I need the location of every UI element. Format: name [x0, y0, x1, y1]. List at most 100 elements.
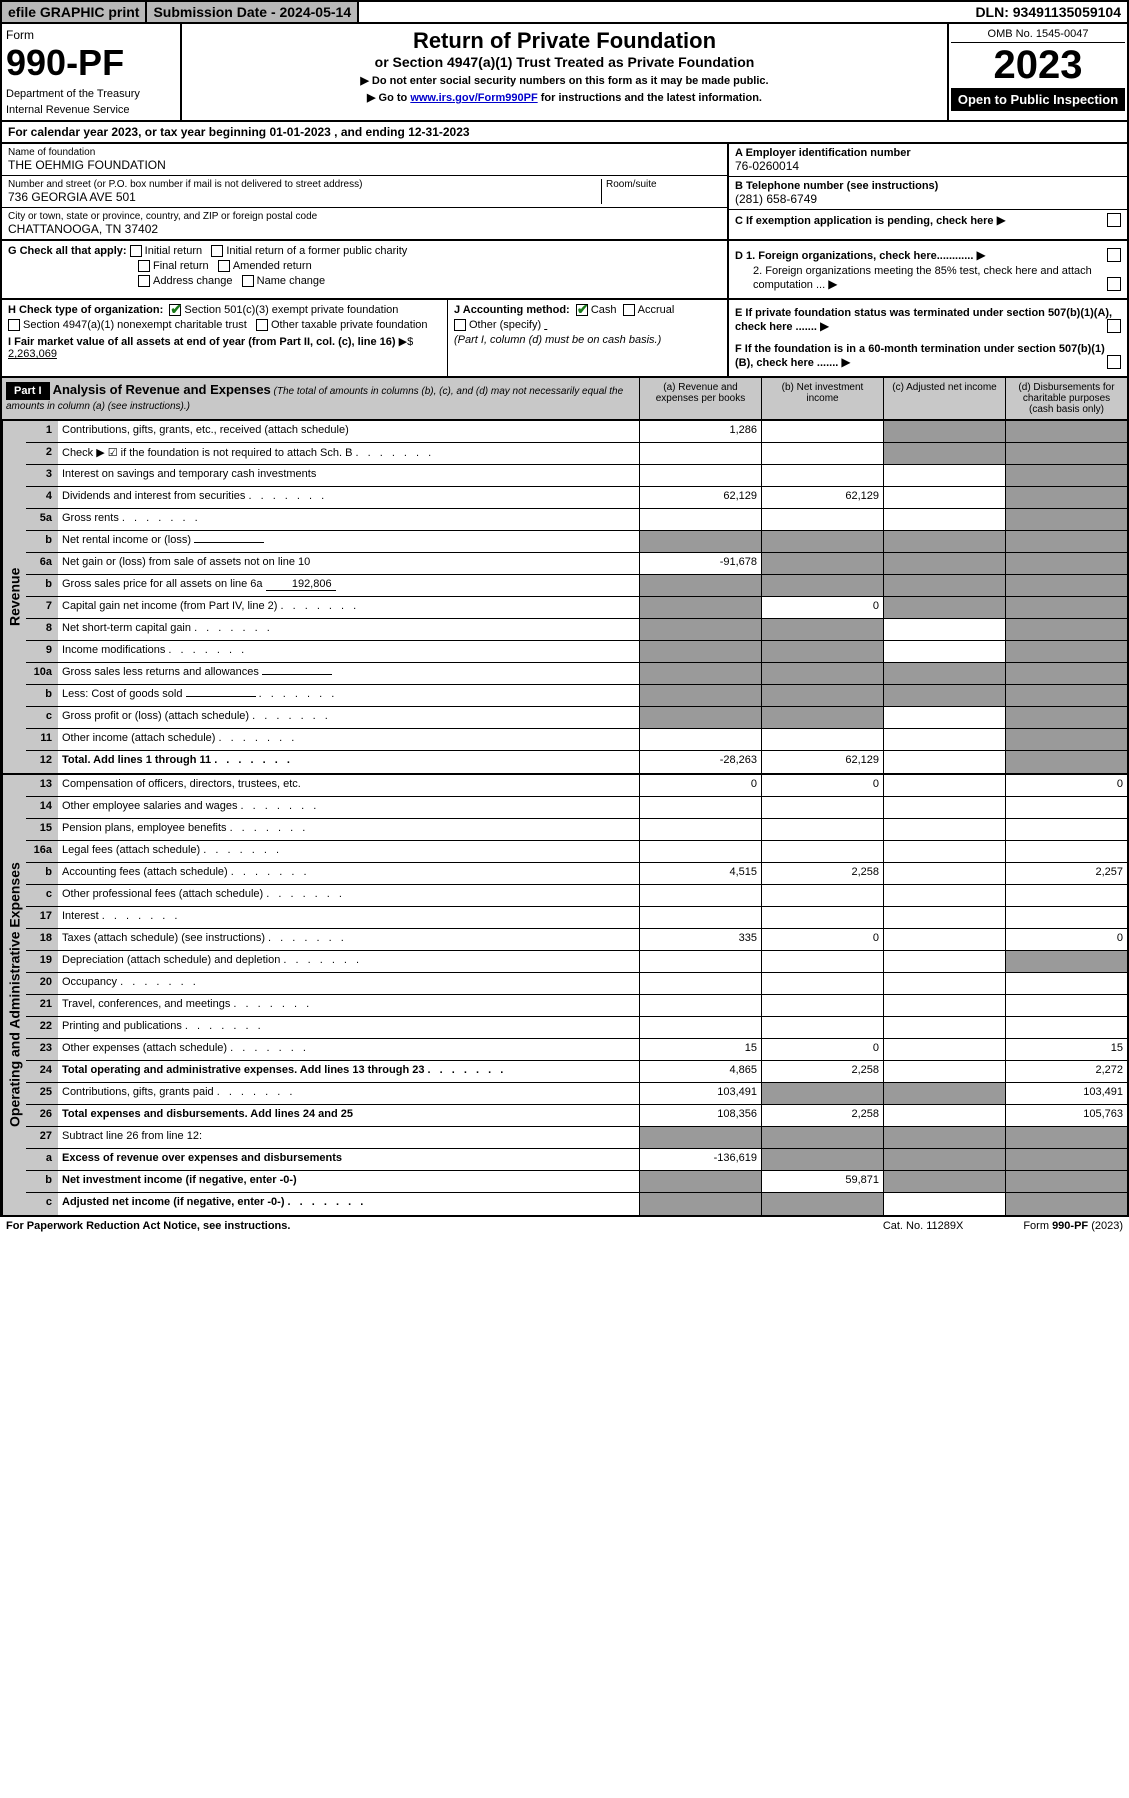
table-row: 17Interest . . . . . . . [26, 907, 1127, 929]
table-row: 26Total expenses and disbursements. Add … [26, 1105, 1127, 1127]
table-row: 8Net short-term capital gain . . . . . .… [26, 619, 1127, 641]
table-row: bAccounting fees (attach schedule) . . .… [26, 863, 1127, 885]
form-header: Form 990-PF Department of the Treasury I… [0, 24, 1129, 122]
d2-label: 2. Foreign organizations meeting the 85%… [753, 265, 1092, 291]
address: 736 GEORGIA AVE 501 [8, 190, 601, 204]
i-label: I Fair market value of all assets at end… [8, 336, 396, 348]
submission-date: Submission Date - 2024-05-14 [147, 2, 359, 22]
table-row: 6aNet gain or (loss) from sale of assets… [26, 553, 1127, 575]
tax-year: 2023 [951, 43, 1125, 88]
table-row: 7Capital gain net income (from Part IV, … [26, 597, 1127, 619]
top-bar: efile GRAPHIC print Submission Date - 20… [0, 0, 1129, 24]
foot-left: For Paperwork Reduction Act Notice, see … [6, 1220, 290, 1232]
chk-accrual[interactable] [623, 304, 635, 316]
form-number-block: Form 990-PF Department of the Treasury I… [2, 24, 182, 120]
name-label: Name of foundation [8, 147, 721, 158]
phone: (281) 658-6749 [735, 192, 1121, 206]
h-label: H Check type of organization: [8, 304, 163, 316]
calendar-year: For calendar year 2023, or tax year begi… [0, 122, 1129, 144]
main-title: Return of Private Foundation [186, 28, 943, 54]
table-row: 4Dividends and interest from securities … [26, 487, 1127, 509]
table-row: 23Other expenses (attach schedule) . . .… [26, 1039, 1127, 1061]
col-c-hdr: (c) Adjusted net income [883, 378, 1005, 419]
g-label: G Check all that apply: [8, 245, 127, 257]
efile-label: efile GRAPHIC print [2, 2, 147, 22]
d1-checkbox[interactable] [1107, 248, 1121, 262]
table-row: 3Interest on savings and temporary cash … [26, 465, 1127, 487]
d1-label: D 1. Foreign organizations, check here..… [735, 250, 973, 262]
expenses-side-label: Operating and Administrative Expenses [2, 775, 26, 1215]
table-row: 15Pension plans, employee benefits . . .… [26, 819, 1127, 841]
e-label: E If private foundation status was termi… [735, 307, 1112, 333]
table-row: 21Travel, conferences, and meetings . . … [26, 995, 1127, 1017]
omb: OMB No. 1545-0047 [951, 26, 1125, 43]
chk-amended[interactable] [218, 260, 230, 272]
foot-right: Form 990-PF (2023) [1023, 1220, 1123, 1232]
chk-initial[interactable] [130, 245, 142, 257]
checks-row: G Check all that apply: Initial return I… [0, 241, 1129, 300]
chk-initial-public[interactable] [211, 245, 223, 257]
phone-label: B Telephone number (see instructions) [735, 180, 1121, 192]
table-row: 20Occupancy . . . . . . . [26, 973, 1127, 995]
part1-header: Part I Analysis of Revenue and Expenses … [0, 378, 1129, 421]
c-label: C If exemption application is pending, c… [735, 215, 994, 227]
chk-other-tax[interactable] [256, 319, 268, 331]
irs: Internal Revenue Service [6, 104, 176, 116]
part1-badge: Part I [6, 382, 50, 400]
form-link[interactable]: www.irs.gov/Form990PF [410, 92, 537, 104]
foundation-name: THE OEHMIG FOUNDATION [8, 158, 721, 172]
table-row: 25Contributions, gifts, grants paid . . … [26, 1083, 1127, 1105]
table-row: 24Total operating and administrative exp… [26, 1061, 1127, 1083]
part1-title: Analysis of Revenue and Expenses [53, 382, 271, 397]
table-row: 2Check ▶ ☑ if the foundation is not requ… [26, 443, 1127, 465]
form-word: Form [6, 28, 176, 42]
chk-cash[interactable] [576, 304, 588, 316]
table-row: cOther professional fees (attach schedul… [26, 885, 1127, 907]
table-row: bGross sales price for all assets on lin… [26, 575, 1127, 597]
entity-info: Name of foundation THE OEHMIG FOUNDATION… [0, 144, 1129, 241]
table-row: 11Other income (attach schedule) . . . .… [26, 729, 1127, 751]
table-row: 18Taxes (attach schedule) (see instructi… [26, 929, 1127, 951]
table-row: 27Subtract line 26 from line 12: [26, 1127, 1127, 1149]
room-label: Room/suite [606, 179, 721, 190]
table-row: bNet rental income or (loss) [26, 531, 1127, 553]
table-row: 14Other employee salaries and wages . . … [26, 797, 1127, 819]
foot-mid: Cat. No. 11289X [883, 1220, 964, 1232]
table-row: 9Income modifications . . . . . . . [26, 641, 1127, 663]
ein: 76-0260014 [735, 159, 1121, 173]
e-checkbox[interactable] [1107, 319, 1121, 333]
instr-1: ▶ Do not enter social security numbers o… [186, 74, 943, 87]
table-row: aExcess of revenue over expenses and dis… [26, 1149, 1127, 1171]
f-checkbox[interactable] [1107, 355, 1121, 369]
table-row: bLess: Cost of goods sold . . . . . . . [26, 685, 1127, 707]
addr-label: Number and street (or P.O. box number if… [8, 179, 601, 190]
expenses-table: Operating and Administrative Expenses 13… [0, 775, 1129, 1217]
chk-address[interactable] [138, 275, 150, 287]
chk-name[interactable] [242, 275, 254, 287]
table-row: bNet investment income (if negative, ent… [26, 1171, 1127, 1193]
chk-other-method[interactable] [454, 319, 466, 331]
dln: DLN: 93491135059104 [969, 2, 1127, 22]
instr-2: ▶ Go to www.irs.gov/Form990PF for instru… [186, 91, 943, 104]
year-block: OMB No. 1545-0047 2023 Open to Public In… [947, 24, 1127, 120]
table-row: cGross profit or (loss) (attach schedule… [26, 707, 1127, 729]
table-row: 13Compensation of officers, directors, t… [26, 775, 1127, 797]
table-row: 16aLegal fees (attach schedule) . . . . … [26, 841, 1127, 863]
h-i-j-row: H Check type of organization: Section 50… [0, 300, 1129, 378]
city: CHATTANOOGA, TN 37402 [8, 222, 721, 236]
table-row: 1Contributions, gifts, grants, etc., rec… [26, 421, 1127, 443]
col-a-hdr: (a) Revenue and expenses per books [639, 378, 761, 419]
d2-checkbox[interactable] [1107, 277, 1121, 291]
form-number: 990-PF [6, 42, 176, 84]
table-row: 5aGross rents . . . . . . . [26, 509, 1127, 531]
table-row: 12Total. Add lines 1 through 11 . . . . … [26, 751, 1127, 773]
chk-501c3[interactable] [169, 304, 181, 316]
city-label: City or town, state or province, country… [8, 211, 721, 222]
revenue-table: Revenue 1Contributions, gifts, grants, e… [0, 421, 1129, 775]
table-row: 22Printing and publications . . . . . . … [26, 1017, 1127, 1039]
table-row: 10aGross sales less returns and allowanc… [26, 663, 1127, 685]
c-checkbox[interactable] [1107, 213, 1121, 227]
chk-4947[interactable] [8, 319, 20, 331]
col-d-hdr: (d) Disbursements for charitable purpose… [1005, 378, 1127, 419]
chk-final[interactable] [138, 260, 150, 272]
